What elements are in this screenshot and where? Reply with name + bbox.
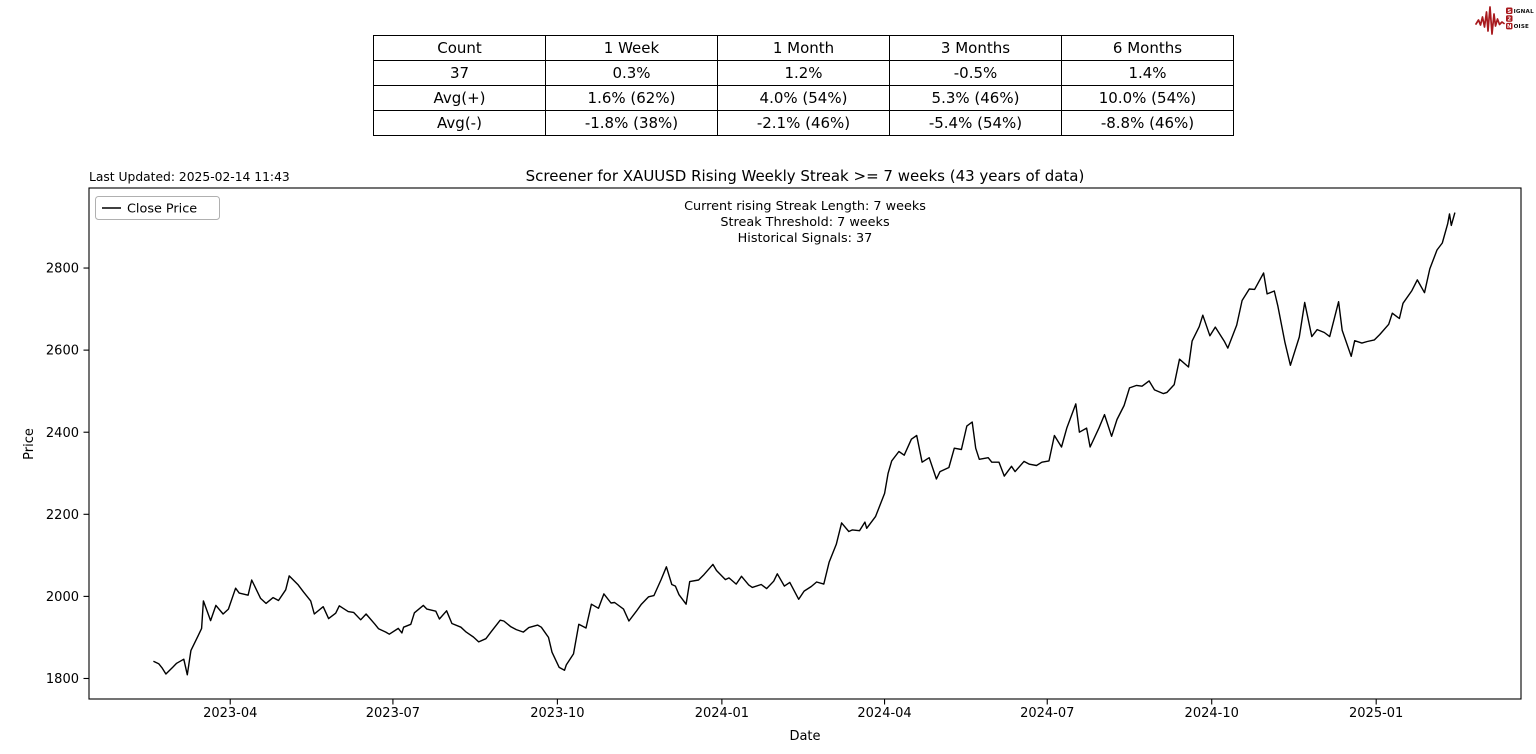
stats-row-2: Avg(-) -1.8% (38%) -2.1% (46%) -5.4% (54%) -… (373, 110, 1234, 136)
x-tick-label: 2023-04 (203, 706, 257, 721)
annotation-streak-threshold: Streak Threshold: 7 weeks (720, 215, 890, 230)
stats-row-0: 37 0.3% 1.2% -0.5% 1.4% (373, 60, 1234, 86)
x-tick-label: 2024-10 (1185, 706, 1239, 721)
y-tick-label: 2800 (46, 262, 79, 277)
stats-cell: 0.3% (545, 60, 718, 86)
stats-cell: 5.3% (46%) (889, 85, 1062, 111)
x-tick-label: 2023-10 (530, 706, 584, 721)
legend-label: Close Price (127, 202, 197, 217)
heartbeat-waveform-icon (1475, 6, 1505, 35)
stats-cell: -8.8% (46%) (1061, 110, 1234, 136)
signal2noise-logo: S IGNAL 2 N OISE (1475, 6, 1534, 35)
stats-cell: 1.6% (62%) (545, 85, 718, 111)
stats-header-cell: 3 Months (889, 35, 1062, 61)
stats-header-row: Count 1 Week 1 Month 3 Months 6 Months (373, 35, 1234, 61)
logo-row-signal: S IGNAL (1506, 7, 1534, 15)
close-price-line (153, 212, 1456, 676)
logo-row-2: 2 (1506, 15, 1513, 23)
stats-header-cell: 1 Week (545, 35, 718, 61)
logo-badge-2 (1506, 15, 1513, 22)
logo-badge-2-letter: 2 (1507, 17, 1511, 23)
annotation-historical-signals: Historical Signals: 37 (738, 231, 873, 246)
stats-cell: Avg(-) (373, 110, 546, 136)
x-tick-label: 2025-01 (1349, 706, 1403, 721)
annotation-streak-length: Current rising Streak Length: 7 weeks (684, 199, 926, 214)
logo-word-oise: OISE (1514, 24, 1530, 30)
stats-header-cell: 1 Month (717, 35, 890, 61)
close-price-polyline (153, 212, 1456, 676)
y-axis-label: Price (22, 428, 37, 460)
stats-cell: -0.5% (889, 60, 1062, 86)
chart-title: Screener for XAUUSD Rising Weekly Streak… (526, 167, 1085, 185)
plot-border (88, 187, 1522, 700)
x-tick-label: 2024-04 (857, 706, 911, 721)
stats-cell: 1.4% (1061, 60, 1234, 86)
y-tick-label: 2000 (46, 590, 79, 605)
stats-cell: 37 (373, 60, 546, 86)
logo-badge-n (1506, 22, 1513, 30)
x-tick-label: 2024-07 (1020, 706, 1074, 721)
stats-cell: -2.1% (46%) (717, 110, 890, 136)
logo-badge-s (1506, 7, 1513, 14)
y-tick-label: 1800 (46, 672, 79, 687)
logo-row-noise: N OISE (1506, 22, 1530, 30)
stats-row-1: Avg(+) 1.6% (62%) 4.0% (54%) 5.3% (46%) 10.0… (373, 85, 1234, 111)
y-tick-label: 2400 (46, 426, 79, 441)
stats-header-cell: Count (373, 35, 546, 61)
x-tick-label: 2024-01 (695, 706, 749, 721)
stats-cell: -5.4% (54%) (889, 110, 1062, 136)
y-tick-label: 2200 (46, 508, 79, 523)
stats-cell: 1.2% (717, 60, 890, 86)
stats-table: Count 1 Week 1 Month 3 Months 6 Months 37 0.3%… (373, 35, 1234, 136)
x-axis-label: Date (789, 729, 820, 744)
legend: Close Price (95, 196, 220, 220)
logo-word-ignal: IGNAL (1514, 9, 1534, 15)
stats-header-cell: 6 Months (1061, 35, 1234, 61)
x-tick-label: 2023-07 (366, 706, 420, 721)
stats-cell: 10.0% (54%) (1061, 85, 1234, 111)
legend-box (95, 196, 220, 220)
stats-cell: Avg(+) (373, 85, 546, 111)
logo-badge-n-letter: N (1507, 24, 1512, 30)
y-tick-label: 2600 (46, 344, 79, 359)
axis-ticks: 1800 2000 2200 2400 2600 2800 2023-04 2023-07 20… (46, 262, 1403, 721)
stats-cell: 4.0% (54%) (717, 85, 890, 111)
stats-cell: -1.8% (38%) (545, 110, 718, 136)
last-updated-label: Last Updated: 2025-02-14 11:43 (89, 170, 290, 184)
logo-badge-s-letter: S (1507, 9, 1511, 15)
